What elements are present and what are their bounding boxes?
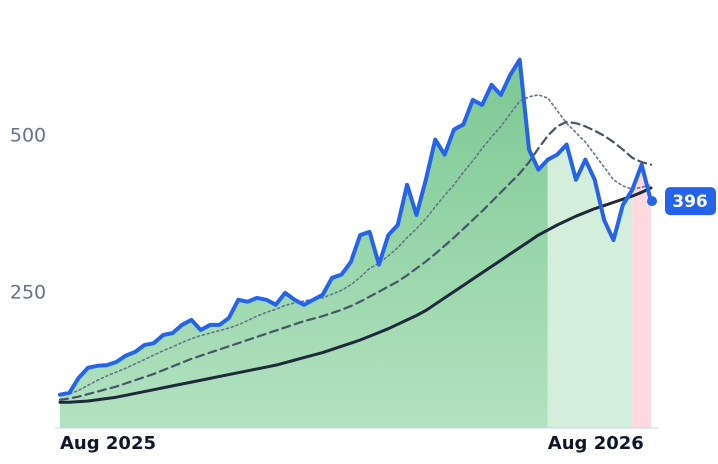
x-tick-label: Aug 2025 xyxy=(60,433,156,454)
series-line xyxy=(58,57,653,397)
last-value-badge xyxy=(665,187,716,216)
series-line xyxy=(59,94,652,396)
y-tick-label: 500 xyxy=(10,124,46,146)
series-line xyxy=(58,186,653,404)
y-tick-label: 250 xyxy=(10,281,46,303)
area-segment xyxy=(60,59,548,429)
area-segment xyxy=(632,164,651,428)
series-line xyxy=(58,120,653,401)
x-tick-label: Aug 2026 xyxy=(548,433,644,454)
last-value-dot xyxy=(647,196,657,207)
last-value-label: 396 xyxy=(672,192,708,212)
area-segment xyxy=(547,144,633,428)
